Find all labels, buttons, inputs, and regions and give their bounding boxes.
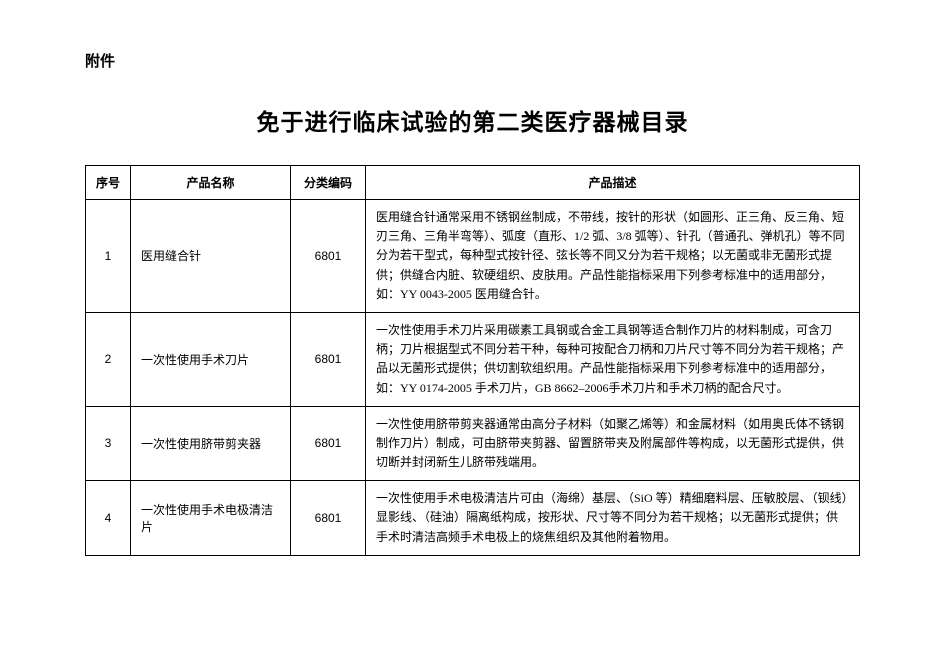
cell-desc: 一次性使用手术电极清洁片可由（海绵）基层、（SiO 等）精细磨料层、压敏胶层、（…: [366, 481, 860, 556]
device-catalog-table: 序号 产品名称 分类编码 产品描述 1 医用缝合针 6801 医用缝合针通常采用…: [85, 165, 860, 556]
cell-name: 一次性使用手术电极清洁片: [131, 481, 291, 556]
cell-desc: 医用缝合针通常采用不锈钢丝制成，不带线，按针的形状（如圆形、正三角、反三角、短刃…: [366, 200, 860, 313]
table-header-row: 序号 产品名称 分类编码 产品描述: [86, 166, 860, 200]
document-title: 免于进行临床试验的第二类医疗器械目录: [85, 103, 860, 137]
cell-seq: 1: [86, 200, 131, 313]
cell-seq: 2: [86, 312, 131, 406]
cell-code: 6801: [291, 200, 366, 313]
cell-seq: 4: [86, 481, 131, 556]
cell-desc: 一次性使用脐带剪夹器通常由高分子材料（如聚乙烯等）和金属材料（如用奥氏体不锈钢制…: [366, 406, 860, 481]
header-name: 产品名称: [131, 166, 291, 200]
cell-name: 一次性使用手术刀片: [131, 312, 291, 406]
table-row: 1 医用缝合针 6801 医用缝合针通常采用不锈钢丝制成，不带线，按针的形状（如…: [86, 200, 860, 313]
cell-name: 医用缝合针: [131, 200, 291, 313]
header-desc: 产品描述: [366, 166, 860, 200]
cell-code: 6801: [291, 406, 366, 481]
cell-name: 一次性使用脐带剪夹器: [131, 406, 291, 481]
cell-code: 6801: [291, 481, 366, 556]
attachment-label: 附件: [85, 50, 860, 71]
cell-desc: 一次性使用手术刀片采用碳素工具钢或合金工具钢等适合制作刀片的材料制成，可含刀柄；…: [366, 312, 860, 406]
table-row: 2 一次性使用手术刀片 6801 一次性使用手术刀片采用碳素工具钢或合金工具钢等…: [86, 312, 860, 406]
cell-seq: 3: [86, 406, 131, 481]
table-row: 4 一次性使用手术电极清洁片 6801 一次性使用手术电极清洁片可由（海绵）基层…: [86, 481, 860, 556]
cell-code: 6801: [291, 312, 366, 406]
header-seq: 序号: [86, 166, 131, 200]
header-code: 分类编码: [291, 166, 366, 200]
table-row: 3 一次性使用脐带剪夹器 6801 一次性使用脐带剪夹器通常由高分子材料（如聚乙…: [86, 406, 860, 481]
